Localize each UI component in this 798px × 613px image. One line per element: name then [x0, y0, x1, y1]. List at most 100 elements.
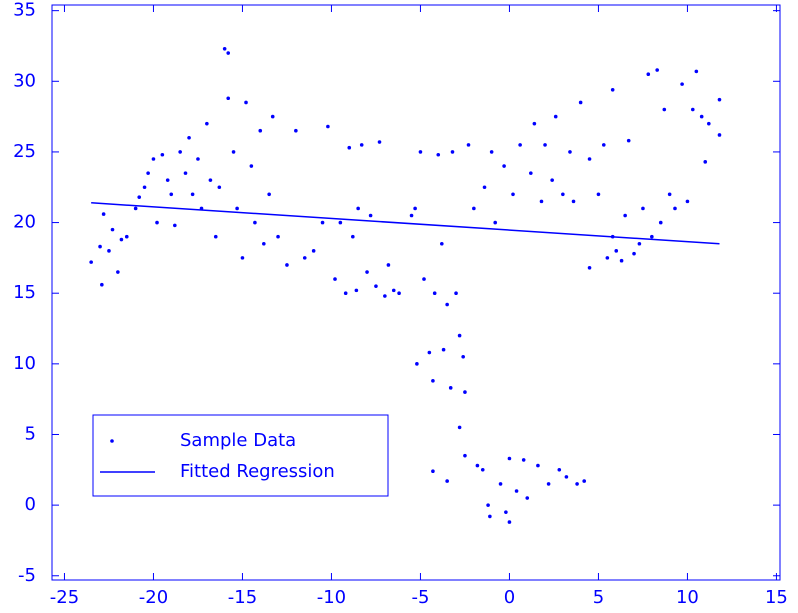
data-point — [302, 256, 307, 260]
x-tick-label: -20 — [139, 587, 168, 608]
data-point — [673, 206, 677, 211]
data-point — [493, 220, 498, 225]
x-tick-label: -10 — [317, 587, 346, 608]
data-point — [359, 143, 364, 147]
data-point — [169, 192, 174, 197]
data-point — [253, 220, 257, 225]
data-point — [436, 152, 441, 157]
y-tick-label: 15 — [13, 282, 36, 303]
y-tick-label: 0 — [25, 494, 36, 515]
data-point — [270, 114, 275, 119]
data-point — [422, 277, 426, 281]
data-point — [231, 150, 236, 154]
data-point — [502, 164, 506, 168]
data-point — [694, 69, 699, 74]
data-point — [561, 192, 565, 197]
data-point — [235, 206, 239, 211]
data-point — [472, 206, 476, 211]
y-tick-label: -5 — [18, 565, 36, 586]
data-point — [511, 192, 515, 197]
data-point — [550, 178, 554, 182]
data-point — [461, 354, 465, 359]
data-point — [463, 390, 467, 394]
data-point — [146, 171, 150, 175]
data-point — [626, 138, 631, 143]
data-point — [142, 185, 147, 190]
data-point — [101, 212, 106, 216]
data-point — [89, 260, 93, 264]
y-tick-label: 25 — [13, 141, 36, 162]
data-point — [351, 234, 355, 239]
x-tick-label: -15 — [228, 587, 257, 608]
data-point — [244, 100, 248, 105]
data-point — [717, 133, 722, 137]
data-point — [587, 265, 592, 270]
data-point — [333, 277, 337, 281]
data-point — [601, 143, 606, 147]
data-point — [431, 469, 435, 474]
data-point — [124, 234, 129, 239]
x-tick-label: 5 — [593, 587, 604, 608]
data-point — [294, 128, 298, 133]
data-point — [217, 185, 222, 190]
data-point — [707, 121, 711, 126]
data-point — [637, 241, 642, 246]
data-point — [226, 96, 231, 101]
data-point — [397, 291, 401, 296]
data-point — [703, 160, 708, 164]
data-point — [338, 220, 343, 225]
data-point — [165, 178, 170, 182]
data-point — [658, 220, 663, 225]
data-point — [623, 213, 627, 218]
data-point — [536, 463, 540, 468]
data-point — [466, 143, 471, 147]
data-point — [155, 220, 159, 225]
y-tick-label: 35 — [13, 0, 36, 21]
data-point — [489, 150, 494, 154]
data-point — [557, 468, 562, 472]
data-point — [354, 288, 359, 293]
data-point — [187, 136, 191, 140]
data-point — [529, 171, 533, 175]
data-point — [285, 263, 289, 267]
data-point — [690, 107, 695, 112]
x-tick-label: -25 — [50, 587, 79, 608]
data-point — [532, 121, 537, 126]
data-point — [432, 291, 437, 296]
data-point — [450, 150, 455, 154]
data-point — [699, 114, 704, 119]
data-point — [610, 87, 615, 92]
data-point — [262, 241, 266, 246]
data-point — [110, 227, 115, 232]
data-point — [365, 270, 369, 274]
data-point — [326, 124, 330, 129]
data-point — [475, 463, 480, 468]
data-point — [564, 475, 569, 479]
data-point — [457, 425, 462, 430]
data-point — [641, 206, 645, 211]
data-point — [571, 199, 576, 204]
data-point — [116, 270, 120, 274]
legend-label: Sample Data — [180, 430, 296, 451]
data-point — [463, 453, 467, 458]
data-point — [480, 468, 485, 472]
data-point — [619, 258, 624, 263]
data-point — [213, 234, 218, 239]
data-point — [368, 213, 373, 218]
data-point — [514, 489, 519, 493]
data-point — [504, 510, 508, 514]
data-point — [525, 496, 530, 500]
data-point — [226, 51, 231, 55]
data-point — [133, 206, 138, 211]
data-point — [667, 192, 672, 197]
data-point — [507, 520, 512, 524]
data-point — [183, 171, 188, 175]
data-point — [488, 514, 492, 519]
data-point — [457, 333, 462, 338]
data-point — [267, 192, 271, 197]
x-tick-label: -5 — [411, 587, 429, 608]
data-point — [427, 350, 432, 355]
data-point — [311, 249, 316, 253]
data-point — [205, 121, 209, 126]
